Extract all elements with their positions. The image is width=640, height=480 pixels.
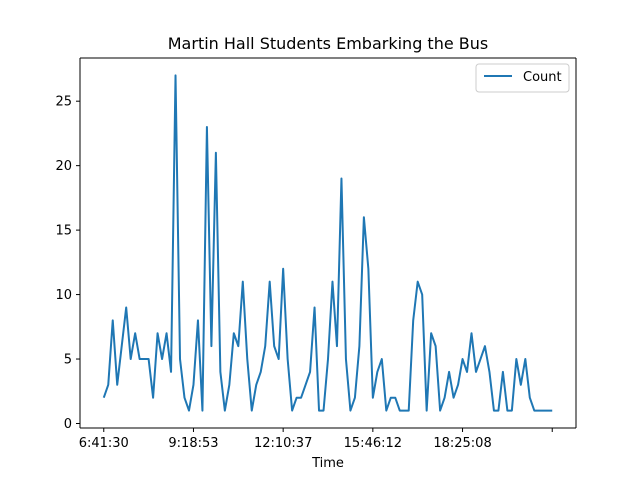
series-line-0 — [102, 74, 553, 412]
y-tick-label: 5 — [64, 353, 72, 368]
y-tick-label: 0 — [64, 417, 72, 432]
x-axis-ticks: 6:41:30 9:18:53 12:10:37 15:46:12 18:25:08 — [79, 428, 553, 451]
x-tick-label: 9:18:53 — [168, 436, 218, 451]
legend-box — [475, 63, 570, 93]
y-tick-label: 10 — [55, 288, 72, 303]
chart-title: Martin Hall Students Embarking the Bus — [168, 34, 488, 53]
y-tick-label: 15 — [55, 224, 72, 239]
x-tick-label: 18:25:08 — [433, 436, 491, 451]
legend-label-count: Count — [523, 70, 562, 85]
y-tick-label: 20 — [55, 159, 72, 174]
x-tick-label: 12:10:37 — [254, 436, 312, 451]
series-layer — [102, 74, 553, 412]
legend: Count — [475, 63, 570, 93]
x-axis-label: Time — [311, 456, 344, 471]
y-tick-label: 25 — [55, 95, 72, 110]
x-tick-label: 15:46:12 — [344, 436, 402, 451]
x-tick-label: 6:41:30 — [79, 436, 129, 451]
y-axis-ticks: 0 5 10 15 20 25 — [55, 95, 80, 432]
